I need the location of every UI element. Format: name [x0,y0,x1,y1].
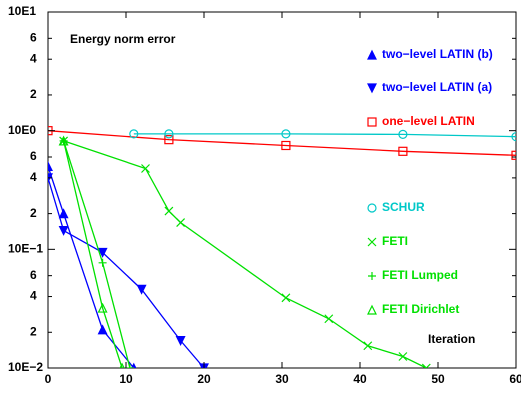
marker [97,324,108,335]
legend-label: FETI Dirichlet [382,302,459,316]
y-tick-label: 10E0 [8,123,36,137]
legend-label: SCHUR [382,200,425,214]
legend-label: two−level LATIN (b) [382,47,493,61]
marker [58,208,69,219]
marker [281,129,291,139]
x-tick-label: 50 [431,372,445,386]
y-tick-label: 4 [30,289,37,303]
series-line [133,133,516,138]
marker [281,293,291,303]
series-line [48,130,516,156]
y-tick-label: 10E1 [8,4,36,18]
marker [511,150,516,160]
y-tick-label: 4 [30,51,37,65]
y-tick-label: 2 [30,206,37,220]
series-line [48,177,205,368]
y-tick-label: 4 [30,170,37,184]
x-axis-label: Iteration [428,332,475,346]
x-tick-label: 60 [509,372,521,386]
marker [398,146,408,156]
marker [58,135,69,146]
marker [129,129,139,139]
y-tick-label: 2 [30,324,37,338]
marker [363,341,373,351]
marker [141,164,150,173]
marker [136,284,147,295]
x-tick-label: 30 [275,372,289,386]
marker [125,364,134,368]
series-line [62,140,123,368]
x-tick-label: 0 [45,372,52,386]
legend-marker [367,49,377,60]
y-tick-label: 2 [30,87,37,101]
legend-marker [367,117,377,127]
marker [281,140,291,151]
marker [164,129,174,139]
x-tick-label: 40 [353,372,367,386]
legend-marker [367,83,377,94]
legend-label: FETI [382,234,408,248]
marker [164,206,174,216]
marker [131,362,137,368]
marker [511,132,516,142]
y-tick-label: 6 [30,268,37,282]
marker [176,218,186,228]
marker [58,225,69,236]
marker [97,302,108,313]
marker [48,161,53,171]
series-line [63,140,427,368]
series-line [62,140,131,368]
legend-marker [367,237,377,247]
y-tick-label: 6 [30,149,37,163]
y-tick-label: 10E−2 [8,360,43,374]
marker [97,247,108,258]
series-line [48,166,135,368]
legend-marker [367,304,377,315]
plot-area [48,126,516,368]
legend-marker [367,203,377,213]
legend-marker [368,272,376,280]
y-axis-label: Energy norm error [70,32,176,46]
marker [398,129,408,140]
legend-label: two−level LATIN (a) [382,80,492,94]
y-tick-label: 6 [30,30,37,44]
legend-label: FETI Lumped [382,268,458,282]
marker [175,336,186,346]
marker [398,352,408,361]
legend-label: one−level LATIN [382,114,475,128]
marker [164,135,174,145]
marker [98,258,107,267]
marker [421,363,431,368]
x-tick-label: 20 [197,372,211,386]
y-tick-label: 10E−1 [8,242,43,256]
marker [324,314,334,324]
x-tick-label: 10 [119,372,133,386]
